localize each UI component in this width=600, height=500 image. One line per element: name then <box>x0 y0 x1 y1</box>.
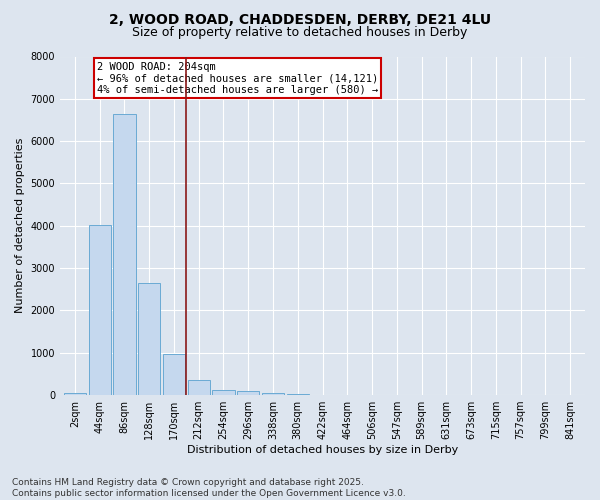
Bar <box>64 392 86 395</box>
Bar <box>212 390 235 395</box>
Bar <box>163 354 185 395</box>
Text: 2 WOOD ROAD: 204sqm
← 96% of detached houses are smaller (14,121)
4% of semi-det: 2 WOOD ROAD: 204sqm ← 96% of detached ho… <box>97 62 378 95</box>
Bar <box>138 284 160 395</box>
Text: 2, WOOD ROAD, CHADDESDEN, DERBY, DE21 4LU: 2, WOOD ROAD, CHADDESDEN, DERBY, DE21 4L… <box>109 12 491 26</box>
Bar <box>262 393 284 395</box>
Bar <box>287 394 309 395</box>
Bar <box>113 114 136 395</box>
Bar <box>237 392 259 395</box>
Bar <box>89 225 111 395</box>
Text: Size of property relative to detached houses in Derby: Size of property relative to detached ho… <box>133 26 467 39</box>
Text: Contains HM Land Registry data © Crown copyright and database right 2025.
Contai: Contains HM Land Registry data © Crown c… <box>12 478 406 498</box>
Y-axis label: Number of detached properties: Number of detached properties <box>15 138 25 314</box>
X-axis label: Distribution of detached houses by size in Derby: Distribution of detached houses by size … <box>187 445 458 455</box>
Bar <box>188 380 210 395</box>
